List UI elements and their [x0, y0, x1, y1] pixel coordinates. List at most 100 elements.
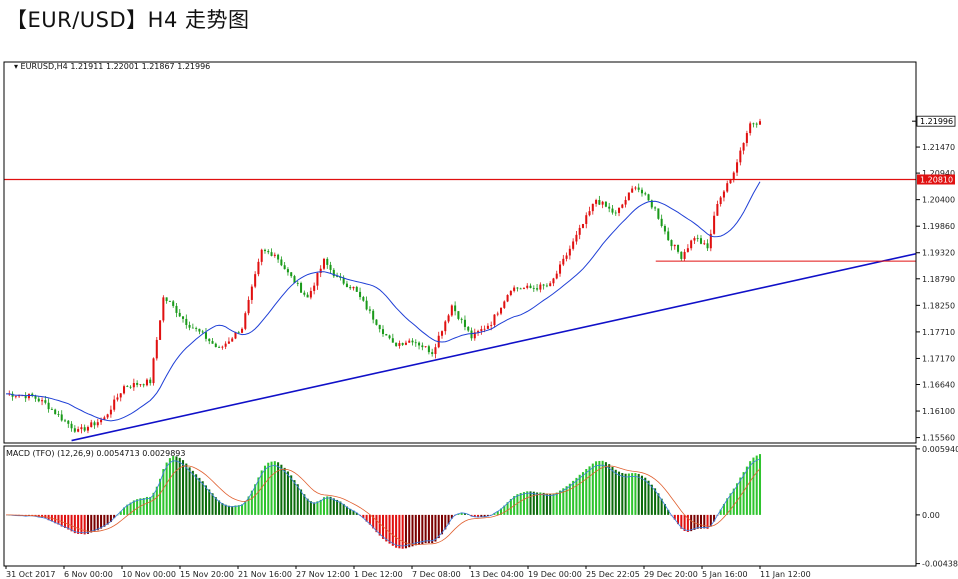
candle: [598, 195, 601, 206]
candle-body: [536, 288, 539, 290]
candle-body: [96, 422, 99, 426]
candle-body: [575, 234, 578, 242]
macd-histogram-bar: [624, 473, 627, 515]
candle-body: [758, 121, 762, 125]
macd-histogram-bar: [581, 472, 584, 515]
macd-histogram-bar: [562, 488, 565, 515]
macd-histogram-bar: [73, 514, 76, 534]
candle-body: [77, 429, 80, 432]
candle: [457, 311, 460, 321]
candle: [368, 306, 371, 314]
candle: [385, 333, 388, 336]
candle: [142, 383, 145, 388]
macd-histogram-bar: [726, 498, 729, 515]
candle: [316, 272, 319, 290]
candle-body: [109, 409, 112, 415]
macd-histogram-bar: [706, 514, 709, 529]
candle-body: [752, 123, 755, 125]
candle: [752, 122, 755, 128]
macd-histogram-bar: [496, 511, 499, 515]
candle-body: [182, 316, 185, 319]
macd-histogram-bar: [516, 494, 519, 515]
macd-histogram-bar: [588, 466, 591, 515]
macd-histogram-bar: [421, 514, 424, 545]
candle: [24, 392, 27, 402]
candle: [267, 249, 270, 255]
macd-histogram-bar: [529, 491, 532, 515]
candle: [736, 159, 739, 177]
candle-body: [490, 325, 493, 326]
macd-histogram-bar: [365, 514, 368, 522]
candle-body: [195, 327, 198, 329]
macd-histogram-bar: [539, 492, 542, 515]
macd-histogram-bar: [654, 488, 657, 515]
macd-histogram-bar: [267, 462, 270, 515]
candle: [129, 385, 132, 389]
macd-histogram-bar: [257, 477, 260, 515]
candle-body: [106, 414, 109, 418]
candle: [493, 314, 496, 328]
candle-body: [424, 346, 427, 348]
macd-histogram-bar: [404, 514, 407, 549]
candle-body: [693, 238, 696, 241]
macd-histogram-bar: [283, 467, 286, 515]
candle: [529, 283, 532, 289]
candle-body: [732, 172, 735, 180]
trendline-layer: [71, 252, 917, 442]
candle-body: [70, 423, 73, 429]
candle-body: [67, 420, 70, 424]
macd-histogram-bar: [450, 514, 453, 519]
macd-histogram-bar: [155, 486, 158, 515]
macd-histogram-bar: [178, 457, 181, 515]
candle: [63, 418, 67, 423]
candle: [195, 326, 198, 332]
candle-body: [670, 240, 673, 247]
candle: [224, 341, 227, 350]
candle: [260, 248, 263, 266]
candle-body: [755, 123, 758, 125]
candle-body: [719, 197, 722, 205]
macd-histogram-bar: [211, 493, 214, 515]
candle: [408, 338, 411, 343]
macd-histogram-bar: [260, 470, 263, 515]
candle: [516, 287, 519, 292]
macd-histogram-bar: [644, 477, 647, 515]
candle-body: [241, 328, 244, 333]
candle-body: [385, 333, 388, 336]
macd-histogram-bar: [204, 485, 207, 515]
candle: [742, 142, 745, 155]
candle: [467, 326, 470, 333]
macd-histogram-bar: [414, 514, 417, 546]
candle-body: [342, 277, 345, 284]
macd-histogram-bar: [129, 502, 132, 515]
candle: [555, 270, 558, 280]
candle-body: [627, 192, 630, 200]
macd-histogram-bar: [532, 491, 535, 515]
macd-histogram-bar: [650, 484, 653, 515]
candle-body: [50, 409, 53, 410]
macd-histogram-bar: [355, 512, 358, 515]
candle: [637, 183, 640, 193]
macd-histogram-bar: [483, 514, 486, 517]
macd-histogram-bar: [758, 454, 762, 515]
candle: [447, 313, 450, 324]
candle: [713, 211, 716, 235]
macd-histogram-bar: [552, 493, 555, 515]
candle: [611, 205, 614, 215]
candle-body: [427, 346, 430, 353]
macd-histogram-bar: [352, 510, 355, 515]
macd-histogram-bar: [214, 497, 217, 515]
candle: [581, 223, 584, 229]
time-tick-label: 10 Nov 00:00: [122, 570, 176, 579]
candle-body: [123, 386, 126, 394]
candle: [227, 337, 230, 345]
candle: [27, 393, 30, 401]
candle: [608, 202, 611, 213]
candle: [506, 294, 509, 303]
macd-histogram-bar: [411, 514, 414, 547]
candle: [152, 357, 155, 386]
candle-body: [381, 329, 385, 334]
candle: [273, 252, 276, 258]
macd-histogram-bar: [549, 493, 552, 515]
